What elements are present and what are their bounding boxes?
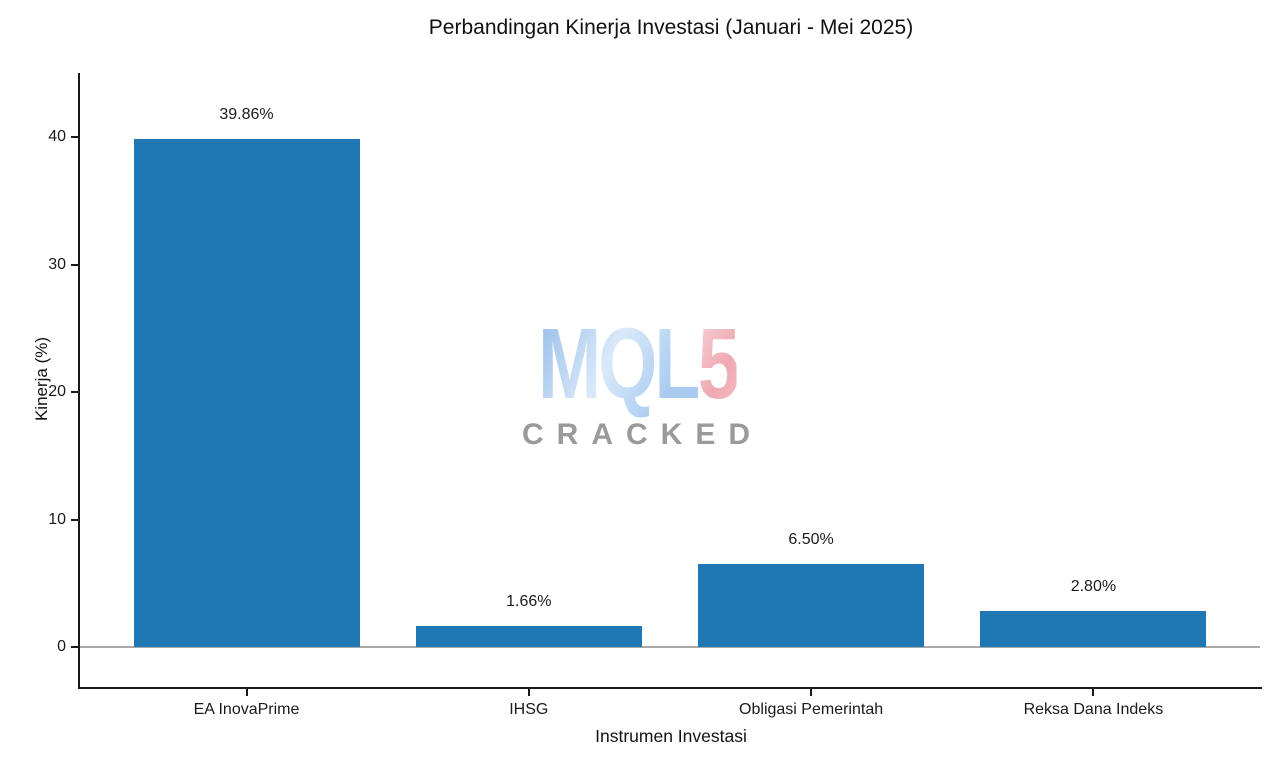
bar-value-label: 2.80%: [1070, 578, 1117, 596]
x-tick-mark: [527, 689, 530, 696]
y-axis-label: Kinerja (%): [32, 336, 51, 422]
y-tick-mark: [71, 518, 78, 521]
x-tick-label-ihsg: IHSG: [509, 701, 549, 718]
bar-ea-inovaprime: [133, 138, 360, 647]
y-tick-label: 20: [48, 383, 66, 400]
bar-value-label: 6.50%: [788, 531, 834, 549]
x-tick-mark: [1092, 689, 1095, 696]
bar-value-label: 39.86%: [219, 105, 274, 123]
y-tick-label: 40: [48, 128, 66, 145]
mql5-logo: MQL5: [529, 314, 746, 414]
watermark: MQL5 CRACKED: [495, 314, 780, 452]
watermark-5-text: 5: [697, 308, 740, 420]
chart-title: Perbandingan Kinerja Investasi (Januari …: [428, 16, 914, 39]
y-tick-mark: [71, 136, 78, 138]
y-tick-mark: [71, 263, 78, 266]
watermark-cracked-text: CRACKED: [522, 418, 763, 451]
y-axis-spine: [78, 73, 80, 689]
bar-value-label: 1.66%: [506, 592, 552, 610]
x-axis-spine: [78, 687, 1262, 689]
y-tick-mark: [71, 391, 78, 393]
y-tick-mark: [71, 646, 78, 648]
zero-baseline: [80, 646, 1260, 648]
bar-reksa-dana-indeks: [980, 611, 1207, 647]
watermark-mql-text: MQL: [538, 308, 701, 420]
x-tick-label-obligasi-pemerintah: Obligasi Pemerintah: [739, 701, 884, 718]
bar-ihsg: [415, 625, 642, 647]
x-tick-label-reksa-dana-indeks: Reksa Dana Indeks: [1023, 701, 1164, 718]
y-tick-label: 30: [48, 255, 66, 273]
y-tick-label: 10: [48, 510, 66, 528]
y-tick-label: 0: [57, 638, 66, 655]
bar-obligasi-pemerintah: [698, 564, 925, 647]
x-tick-mark: [810, 689, 813, 696]
x-axis-label: Instrumen Investasi: [595, 726, 747, 746]
x-tick-label-ea-inovaprime: EA InovaPrime: [193, 701, 300, 718]
x-tick-mark: [245, 689, 248, 696]
